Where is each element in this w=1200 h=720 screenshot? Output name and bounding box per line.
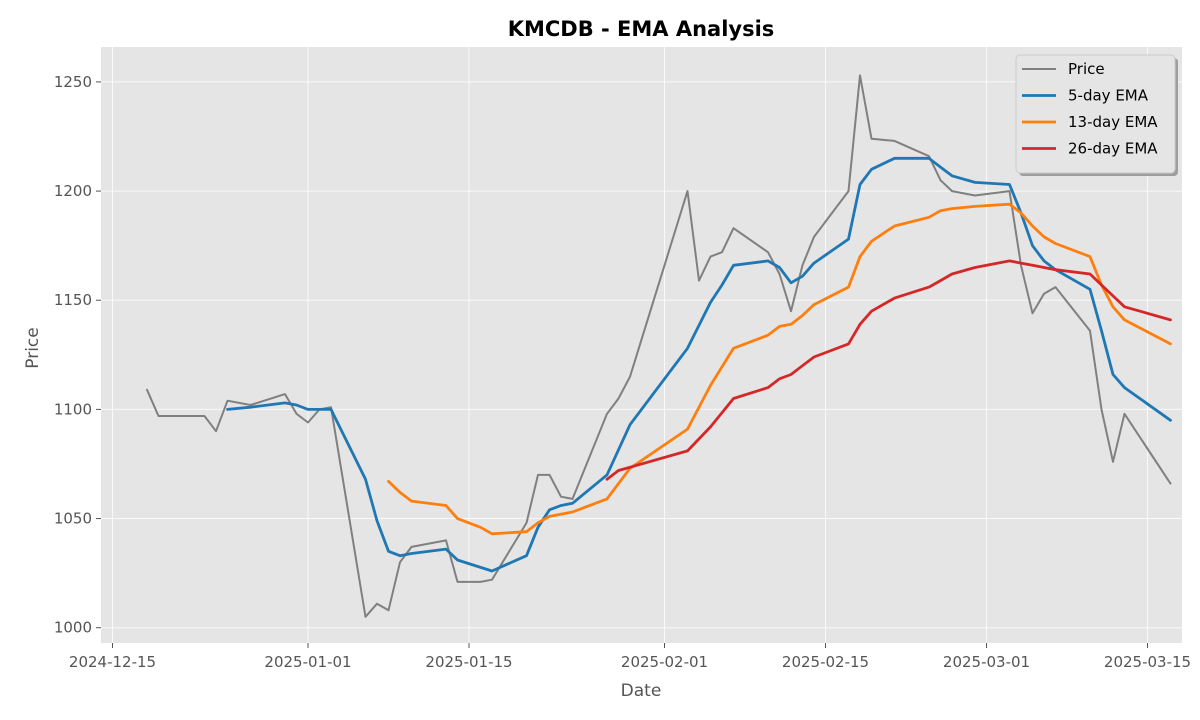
13-day-ema-line [387,202,1172,536]
y-tick-label: 1100 [54,400,92,418]
plot-area [101,47,1182,643]
legend-label: 13-day EMA [1068,113,1158,131]
legend-label: 26-day EMA [1068,140,1158,158]
y-tick-label: 1050 [54,510,92,528]
series-layer [146,74,1172,618]
legend: Price 5-day EMA 13-day EMA 26-day EMA [1015,54,1178,176]
legend-box [1015,54,1176,174]
legend-label: 5-day EMA [1068,87,1149,105]
x-tick-label: 2025-03-15 [1104,653,1191,671]
y-tick-label: 1200 [54,182,92,200]
y-tick-label: 1150 [54,291,92,309]
y-tick-label: 1250 [54,73,92,91]
chart-title: KMCDB - EMA Analysis [508,17,775,41]
x-tick-label: 2025-01-15 [425,653,512,671]
x-tick-label: 2025-03-01 [943,653,1030,671]
legend-label: Price [1068,60,1105,78]
y-axis-label: Price [23,327,43,368]
y-tick-label: 1000 [54,619,92,637]
5-day-ema-line [226,156,1172,573]
x-tick-label: 2025-01-01 [264,653,351,671]
26-day-ema-line [605,259,1172,481]
x-axis-label: Date [621,681,662,701]
x-tick-label: 2025-02-01 [621,653,708,671]
x-tick-label: 2025-02-15 [782,653,869,671]
tick-layer: 1000 1050 1100 1150 1200 1250 2024-12-15 2025-0… [54,73,1191,671]
x-tick-label: 2024-12-15 [69,653,156,671]
